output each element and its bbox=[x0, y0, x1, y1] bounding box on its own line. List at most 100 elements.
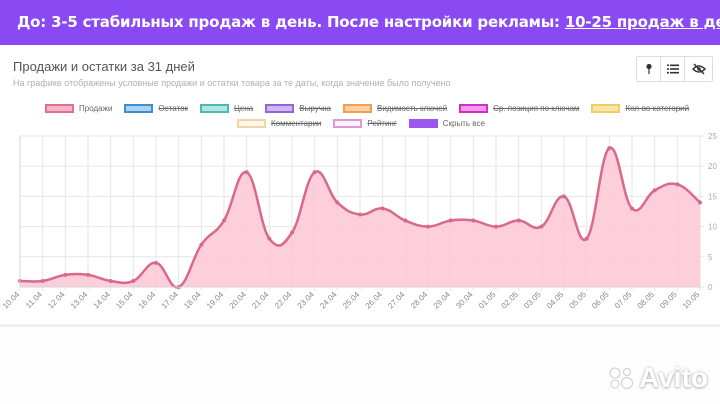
x-tick-label: 05.05 bbox=[568, 290, 589, 311]
promo-banner: До: 3-5 стабильных продаж в день. После … bbox=[0, 0, 720, 45]
data-point[interactable] bbox=[131, 278, 136, 283]
legend-label: Остаток bbox=[158, 104, 189, 113]
y-tick-label: 5 bbox=[708, 253, 713, 262]
x-tick-label: 23.04 bbox=[296, 290, 317, 311]
legend-label: Выручка bbox=[299, 104, 331, 113]
legend-swatch bbox=[333, 119, 363, 128]
data-point[interactable] bbox=[154, 260, 158, 265]
data-point[interactable] bbox=[290, 230, 294, 235]
x-tick-label: 12.04 bbox=[46, 290, 67, 311]
data-point[interactable] bbox=[63, 272, 68, 277]
legend-swatch bbox=[459, 104, 489, 113]
data-point[interactable] bbox=[562, 194, 566, 199]
chart-subtitle: На графике отображены условные продажи и… bbox=[13, 78, 451, 88]
x-tick-label: 15.04 bbox=[114, 290, 135, 311]
x-tick-label: 28.04 bbox=[409, 290, 430, 311]
x-tick-label: 01.05 bbox=[477, 290, 498, 311]
data-point[interactable] bbox=[86, 272, 90, 277]
hide-button[interactable] bbox=[685, 57, 712, 81]
x-tick-label: 18.04 bbox=[182, 290, 203, 311]
data-point[interactable] bbox=[652, 188, 657, 193]
legend-item[interactable]: Ср. позиция по ключам bbox=[459, 104, 579, 113]
data-point[interactable] bbox=[539, 224, 544, 229]
legend-label: Скрыть все bbox=[442, 119, 485, 128]
chart-title: Продажи и остатки за 31 дней bbox=[13, 59, 195, 74]
data-point[interactable] bbox=[380, 206, 385, 211]
sales-chart: 0 5 10 15 20 25 10.04 11.04 12.04 13.04 14.04 15.04… bbox=[1, 132, 718, 311]
list-icon bbox=[666, 64, 679, 74]
x-tick-label: 07.05 bbox=[613, 290, 634, 311]
x-tick-label: 16.04 bbox=[137, 290, 158, 311]
legend-label: Цена bbox=[234, 104, 254, 113]
legend-item[interactable]: Скрыть все bbox=[408, 119, 485, 128]
y-tick-label: 10 bbox=[708, 223, 717, 232]
x-tick-label: 20.04 bbox=[228, 290, 249, 311]
data-point[interactable] bbox=[403, 218, 408, 223]
eye-off-icon bbox=[691, 63, 706, 75]
data-point[interactable] bbox=[426, 224, 430, 229]
data-point[interactable] bbox=[335, 200, 340, 205]
data-point[interactable] bbox=[199, 242, 204, 247]
legend-swatch bbox=[591, 104, 621, 113]
data-point[interactable] bbox=[471, 218, 476, 223]
pin-button[interactable] bbox=[637, 57, 661, 81]
legend-label: Ср. позиция по ключам bbox=[493, 104, 580, 113]
x-tick-label: 27.04 bbox=[386, 290, 407, 311]
legend-swatch bbox=[265, 104, 295, 113]
legend-item[interactable]: Рейтинг bbox=[333, 119, 397, 128]
y-tick-label: 20 bbox=[708, 162, 717, 171]
avito-logo-icon bbox=[609, 367, 634, 389]
pin-icon bbox=[645, 63, 652, 74]
avito-watermark: Avito bbox=[607, 362, 708, 394]
x-tick-label: 10.05 bbox=[681, 290, 702, 311]
legend-label: Комментарии bbox=[271, 119, 322, 128]
legend-item[interactable]: Кол-во категорий bbox=[591, 104, 689, 113]
data-point[interactable] bbox=[244, 170, 249, 175]
data-point[interactable] bbox=[40, 278, 45, 283]
legend-item[interactable]: Продажи bbox=[45, 104, 112, 113]
x-tick-label: 21.04 bbox=[250, 290, 271, 311]
sales-area bbox=[20, 147, 700, 288]
data-point[interactable] bbox=[358, 212, 362, 217]
legend-label: Продажи bbox=[79, 104, 113, 113]
legend-label: Рейтинг bbox=[367, 119, 397, 128]
x-tick-label: 29.04 bbox=[432, 290, 453, 311]
y-tick-label: 15 bbox=[708, 192, 717, 201]
legend-item[interactable]: Цена bbox=[200, 104, 253, 113]
x-tick-label: 24.04 bbox=[318, 290, 339, 311]
data-point[interactable] bbox=[584, 236, 589, 241]
legend-item[interactable]: Комментарии bbox=[237, 119, 321, 128]
legend-label: Видимость ключей bbox=[377, 104, 448, 113]
legend-swatch bbox=[124, 104, 154, 113]
x-tick-label: 02.05 bbox=[500, 290, 521, 311]
legend-item[interactable]: Остаток bbox=[124, 104, 188, 113]
x-tick-label: 26.04 bbox=[364, 290, 385, 311]
legend-swatch bbox=[45, 104, 74, 113]
data-point[interactable] bbox=[108, 278, 113, 283]
data-point[interactable] bbox=[494, 224, 498, 229]
data-point[interactable] bbox=[448, 218, 453, 223]
y-tick-label: 0 bbox=[708, 283, 713, 292]
data-point[interactable] bbox=[630, 206, 634, 211]
x-tick-label: 19.04 bbox=[205, 290, 226, 311]
banner-highlight: 10-25 продаж в день bbox=[564, 13, 720, 31]
watermark-text: Avito bbox=[639, 362, 708, 393]
data-point[interactable] bbox=[675, 182, 680, 187]
legend-item[interactable]: Видимость ключей bbox=[343, 104, 447, 113]
x-tick-label: 14.04 bbox=[92, 290, 113, 311]
list-button[interactable] bbox=[661, 57, 685, 81]
data-point[interactable] bbox=[698, 200, 702, 205]
banner-text: До: 3-5 стабильных продаж в день. После … bbox=[17, 13, 565, 31]
data-point[interactable] bbox=[312, 170, 317, 175]
x-tick-label: 09.05 bbox=[658, 290, 679, 311]
legend-item[interactable]: Выручка bbox=[265, 104, 331, 113]
empty-footer-area: Avito bbox=[0, 324, 720, 404]
data-point[interactable] bbox=[607, 146, 612, 151]
data-point[interactable] bbox=[516, 218, 521, 223]
data-point[interactable] bbox=[267, 236, 272, 241]
legend-label: Кол-во категорий bbox=[625, 104, 690, 113]
x-tick-label: 03.05 bbox=[522, 290, 543, 311]
x-tick-label: 30.04 bbox=[454, 290, 475, 311]
data-point[interactable] bbox=[222, 218, 226, 223]
y-tick-label: 25 bbox=[708, 132, 717, 141]
